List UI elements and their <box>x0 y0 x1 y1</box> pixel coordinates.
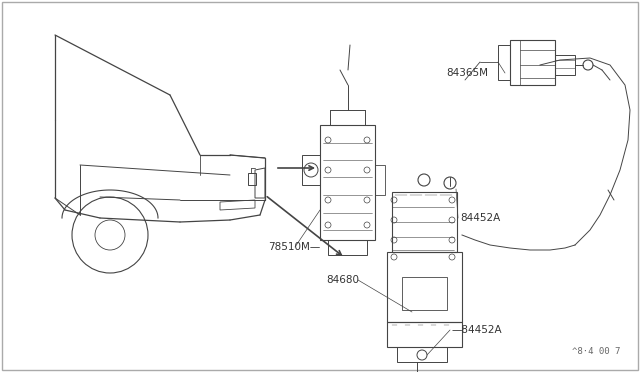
Text: ^8·4 00 7: ^8·4 00 7 <box>572 347 620 356</box>
Text: 84365M: 84365M <box>446 68 488 78</box>
Text: 84680: 84680 <box>326 275 359 285</box>
Text: —84452A: —84452A <box>452 325 502 335</box>
Text: 78510M—: 78510M— <box>268 242 320 252</box>
Text: 84452A: 84452A <box>460 213 500 223</box>
